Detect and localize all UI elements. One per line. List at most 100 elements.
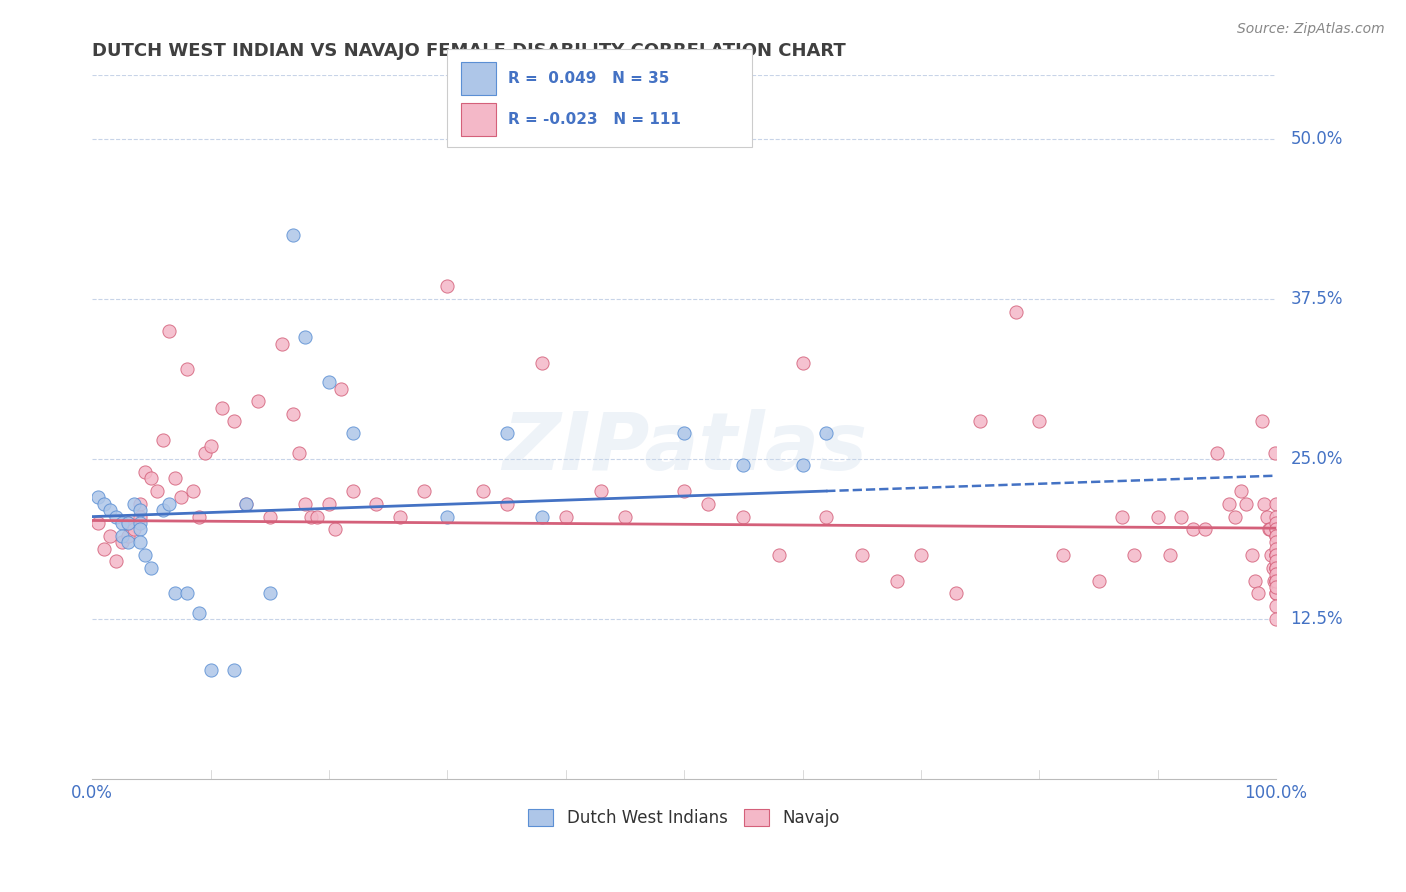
Text: R =  0.049   N = 35: R = 0.049 N = 35 (508, 71, 669, 86)
Point (815, 509, 838, 524)
Point (104, 554, 127, 568)
Point (270, 337, 292, 351)
Point (792, 458, 814, 473)
Text: 25.0%: 25.0% (1291, 450, 1343, 468)
Point (1243, 574, 1265, 588)
Point (1258, 523, 1281, 537)
Point (1265, 567, 1288, 582)
Point (1258, 523, 1281, 537)
Point (1265, 561, 1288, 575)
Point (1223, 509, 1246, 524)
Point (157, 497, 180, 511)
Point (200, 439, 222, 453)
Point (1261, 561, 1284, 575)
Point (294, 330, 316, 344)
Point (318, 497, 340, 511)
Point (1265, 574, 1288, 588)
Point (187, 509, 209, 524)
Point (495, 497, 517, 511)
Point (152, 433, 174, 447)
Point (294, 497, 316, 511)
Point (128, 523, 150, 537)
Point (93, 541, 115, 556)
Point (1265, 554, 1288, 568)
Point (1229, 483, 1251, 498)
Text: ZIPatlas: ZIPatlas (502, 409, 866, 487)
Point (128, 535, 150, 549)
Point (117, 516, 139, 530)
Point (1123, 548, 1146, 562)
Point (1159, 548, 1181, 562)
Point (318, 376, 340, 390)
Point (412, 483, 434, 498)
Text: DUTCH WEST INDIAN VS NAVAJO FEMALE DISABILITY CORRELATION CHART: DUTCH WEST INDIAN VS NAVAJO FEMALE DISAB… (93, 42, 846, 60)
Point (224, 663, 246, 677)
Point (128, 503, 150, 517)
Text: 37.5%: 37.5% (1291, 290, 1343, 308)
Point (1194, 523, 1216, 537)
Point (111, 535, 134, 549)
Point (224, 414, 246, 428)
Point (1253, 497, 1275, 511)
Point (157, 324, 180, 338)
Point (165, 471, 187, 485)
Point (1265, 561, 1288, 575)
Point (128, 516, 150, 530)
Point (1028, 414, 1050, 428)
Point (111, 516, 134, 530)
Point (323, 523, 346, 537)
Point (165, 586, 187, 600)
Point (1265, 541, 1288, 556)
Point (1265, 529, 1288, 543)
Point (342, 483, 364, 498)
Point (98, 503, 121, 517)
Point (1265, 599, 1288, 614)
Point (235, 497, 257, 511)
Point (87, 516, 110, 530)
Point (211, 401, 233, 415)
Point (1250, 414, 1272, 428)
Point (1265, 497, 1288, 511)
Point (117, 529, 139, 543)
Point (117, 516, 139, 530)
Point (1265, 509, 1288, 524)
Point (366, 497, 388, 511)
Point (1087, 574, 1109, 588)
Point (187, 606, 209, 620)
Point (194, 445, 217, 459)
Point (128, 497, 150, 511)
Point (471, 483, 494, 498)
Point (945, 586, 967, 600)
Point (288, 445, 311, 459)
Point (1004, 305, 1026, 319)
Point (1260, 548, 1282, 562)
Point (673, 426, 696, 441)
Point (388, 509, 411, 524)
Point (1265, 523, 1288, 537)
Point (495, 426, 517, 441)
Point (307, 509, 329, 524)
Point (146, 483, 169, 498)
Point (1263, 574, 1285, 588)
Point (792, 356, 814, 370)
Point (134, 465, 156, 479)
Point (1265, 586, 1288, 600)
Point (141, 471, 163, 485)
Point (436, 509, 458, 524)
Point (283, 407, 305, 421)
Point (1265, 523, 1288, 537)
Point (1264, 445, 1286, 459)
Point (1265, 535, 1288, 549)
Point (1265, 548, 1288, 562)
Point (768, 548, 790, 562)
Point (259, 586, 281, 600)
Point (591, 483, 613, 498)
Point (98, 529, 121, 543)
Point (117, 535, 139, 549)
Point (436, 279, 458, 293)
Point (246, 394, 269, 409)
Point (170, 491, 193, 505)
Point (329, 382, 352, 396)
Point (1265, 561, 1288, 575)
Point (1265, 612, 1288, 626)
